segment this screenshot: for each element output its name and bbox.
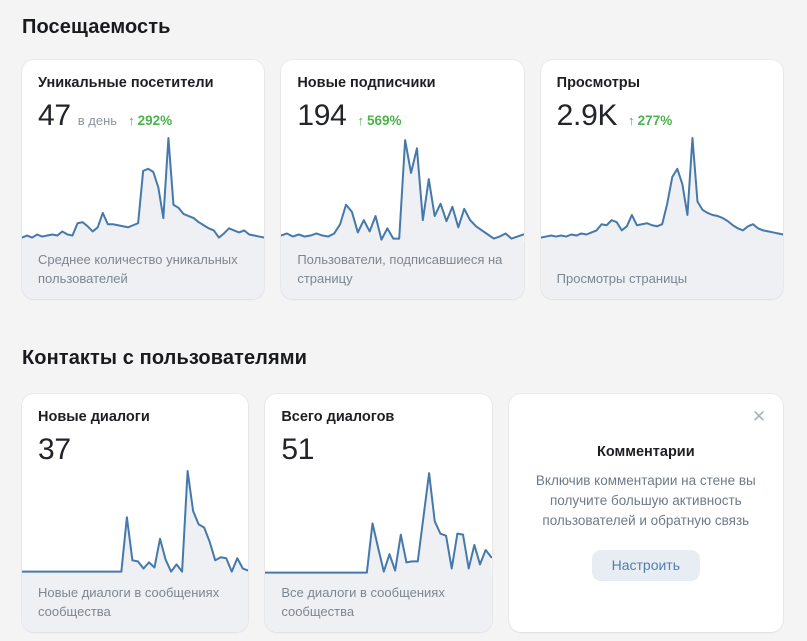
sparkline-chart bbox=[22, 131, 265, 242]
sparkline-chart bbox=[540, 131, 783, 242]
card-title: Всего диалогов bbox=[281, 409, 395, 425]
card-footer: Все диалоги в сообщениях сообщества bbox=[265, 575, 492, 632]
configure-button[interactable]: Настроить bbox=[591, 549, 701, 581]
sparkline-svg bbox=[265, 467, 492, 575]
card-caption: Новые диалоги в сообщениях сообщества bbox=[38, 585, 220, 619]
card-caption: Все диалоги в сообщениях сообщества bbox=[281, 585, 445, 619]
stat-card-total-dialogs: Всего диалогов 51 Все диалоги в сообщени… bbox=[265, 394, 492, 632]
stat-value: 51 bbox=[281, 432, 315, 466]
stat-card-views: Просмотры 2.9K ↑ 277% Просмотры страницы bbox=[540, 60, 783, 299]
sparkline-svg bbox=[540, 134, 783, 242]
card-head: Просмотры bbox=[541, 60, 783, 92]
section-title-traffic: Посещаемость bbox=[22, 16, 171, 38]
value-row: 37 bbox=[22, 432, 248, 466]
stat-value: 2.9K bbox=[556, 98, 618, 132]
trend-up-icon: ↑ bbox=[357, 112, 364, 128]
stat-value: 47 bbox=[38, 98, 71, 132]
card-title: Новые диалоги bbox=[38, 409, 150, 425]
sparkline-svg bbox=[22, 467, 249, 575]
trend-up-icon: ↑ bbox=[128, 112, 135, 128]
card-head: Новые диалоги bbox=[22, 394, 248, 426]
traffic-cards-row: Уникальные посетители 47 в день ↑ 292% С… bbox=[22, 60, 783, 299]
trend-percent: 292% bbox=[137, 112, 173, 128]
sparkline-svg bbox=[22, 134, 265, 242]
card-caption: Пользователи, подписавшиеся на страницу bbox=[297, 252, 503, 286]
section-contacts: Контакты с пользователями Новые диалоги … bbox=[22, 347, 783, 632]
value-row: 51 bbox=[265, 432, 491, 466]
card-footer: Пользователи, подписавшиеся на страницу bbox=[281, 242, 524, 299]
value-row: 2.9K ↑ 277% bbox=[541, 98, 783, 132]
section-title-contacts: Контакты с пользователями bbox=[22, 347, 308, 369]
sparkline-svg bbox=[281, 134, 524, 242]
stat-value: 37 bbox=[38, 432, 71, 466]
card-title: Просмотры bbox=[556, 75, 641, 91]
sparkline-chart bbox=[281, 131, 524, 242]
promo-title: Комментарии bbox=[596, 444, 695, 460]
comments-promo-card: ✕ Комментарии Включив комментарии на сте… bbox=[508, 394, 783, 632]
trend-badge: ↑ 292% bbox=[128, 113, 172, 128]
card-caption: Просмотры страницы bbox=[556, 270, 688, 286]
card-title: Уникальные посетители bbox=[38, 75, 214, 91]
trend-percent: 569% bbox=[366, 112, 402, 128]
card-title: Новые подписчики bbox=[297, 75, 436, 91]
card-head: Всего диалогов bbox=[265, 394, 491, 426]
card-head: Уникальные посетители bbox=[22, 60, 264, 92]
card-footer: Среднее количество уникальных пользовате… bbox=[22, 242, 265, 299]
stat-card-new-dialogs: Новые диалоги 37 Новые диалоги в сообщен… bbox=[22, 394, 249, 632]
stat-card-unique-visitors: Уникальные посетители 47 в день ↑ 292% С… bbox=[22, 60, 265, 299]
value-row: 47 в день ↑ 292% bbox=[22, 98, 264, 132]
card-caption: Среднее количество уникальных пользовате… bbox=[38, 252, 238, 286]
sparkline-chart bbox=[265, 465, 492, 575]
trend-up-icon: ↑ bbox=[628, 112, 635, 128]
stat-card-new-subscribers: Новые подписчики 194 ↑ 569% Пользователи… bbox=[281, 60, 524, 299]
trend-badge: ↑ 569% bbox=[357, 113, 401, 128]
card-head: Новые подписчики bbox=[281, 60, 523, 92]
card-footer: Новые диалоги в сообщениях сообщества bbox=[22, 575, 249, 632]
trend-badge: ↑ 277% bbox=[628, 113, 672, 128]
close-icon[interactable]: ✕ bbox=[747, 404, 771, 428]
sparkline-chart bbox=[22, 465, 249, 575]
card-footer: Просмотры страницы bbox=[540, 242, 783, 299]
contacts-cards-row: Новые диалоги 37 Новые диалоги в сообщен… bbox=[22, 394, 783, 632]
trend-percent: 277% bbox=[637, 112, 673, 128]
promo-body: Включив комментарии на стене вы получите… bbox=[535, 473, 756, 528]
stat-value-suffix: в день bbox=[77, 112, 118, 128]
value-row: 194 ↑ 569% bbox=[281, 98, 523, 132]
section-traffic: Посещаемость Уникальные посетители 47 в … bbox=[22, 16, 783, 299]
stat-value: 194 bbox=[297, 98, 347, 132]
